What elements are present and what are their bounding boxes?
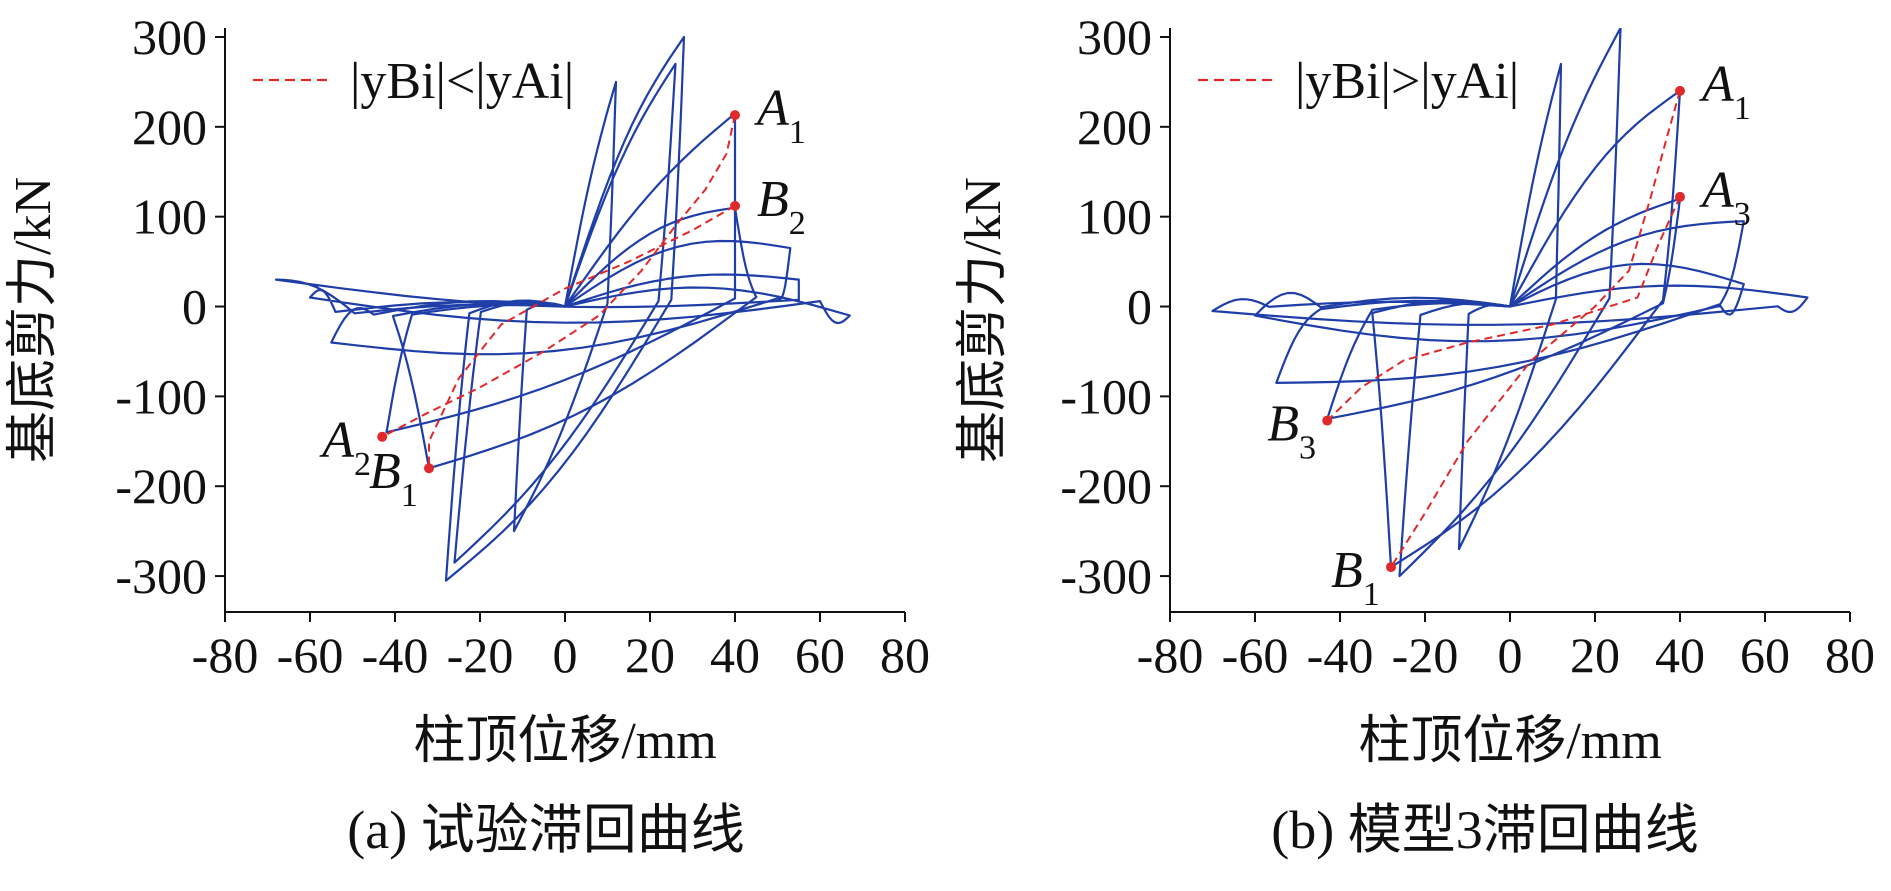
y-tick-label: 100 xyxy=(132,189,207,245)
skeleton-line xyxy=(428,205,736,469)
hysteresis-loop xyxy=(1371,89,1682,569)
y-tick-label: -100 xyxy=(115,368,207,424)
point-label: B1 xyxy=(369,443,418,514)
plot-area xyxy=(274,35,851,582)
hysteresis-loop xyxy=(453,62,677,564)
x-tick-label: 20 xyxy=(625,627,675,683)
point-label: A2 xyxy=(319,412,371,483)
skeleton-point xyxy=(1322,415,1333,426)
x-tick-label: 0 xyxy=(553,627,578,683)
x-tick-label: 60 xyxy=(795,627,845,683)
x-tick-label: -80 xyxy=(192,627,259,683)
y-tick-label: -200 xyxy=(1060,458,1152,514)
y-axis-label: 基底剪力/kN xyxy=(955,177,1012,463)
y-tick-label: 100 xyxy=(1077,189,1152,245)
panel-a: -80 -60 -40 -20 0 20 40 60 80-300-200-1000100200… xyxy=(5,9,930,860)
x-tick-label: -40 xyxy=(362,627,429,683)
plot-area xyxy=(1211,28,1809,578)
y-tick-label: 200 xyxy=(132,99,207,155)
hysteresis-loop xyxy=(1275,220,1745,384)
point-label: B2 xyxy=(757,171,806,242)
hysteresis-loop xyxy=(444,35,686,582)
x-tick-label: 20 xyxy=(1570,627,1620,683)
hysteresis-loop xyxy=(1457,62,1563,551)
skeleton-point xyxy=(424,463,434,474)
x-tick-label: 80 xyxy=(880,627,930,683)
hysteresis-loop xyxy=(1253,262,1745,343)
y-tick-label: 0 xyxy=(182,279,207,335)
hysteresis-loop xyxy=(1326,197,1682,420)
panel-caption: (a) 试验滞回曲线 xyxy=(347,800,744,860)
x-tick-label: -60 xyxy=(1222,627,1289,683)
x-tick-label: 40 xyxy=(1655,627,1705,683)
y-tick-label: -300 xyxy=(115,548,207,604)
panel-caption: (b) 模型3滞回曲线 xyxy=(1271,800,1698,860)
skeleton-line xyxy=(1326,196,1681,422)
x-tick-label: -80 xyxy=(1137,627,1204,683)
y-tick-label: -100 xyxy=(1060,368,1152,424)
y-tick-label: 300 xyxy=(1077,9,1152,65)
point-label: B1 xyxy=(1331,542,1380,613)
panel-b: -80 -60 -40 -20 0 20 40 60 80-300-200-1000100200… xyxy=(955,9,1875,860)
y-tick-label: 0 xyxy=(1127,279,1152,335)
skeleton-point xyxy=(1675,191,1685,202)
legend-text: |yBi|<|yAi| xyxy=(350,53,574,110)
skeleton-point xyxy=(377,431,388,442)
skeleton-point xyxy=(1675,85,1685,96)
y-axis-label: 基底剪力/kN xyxy=(5,177,62,463)
skeleton-line xyxy=(1390,90,1681,568)
x-tick-label: -40 xyxy=(1307,627,1374,683)
legend-text: |yBi|>|yAi| xyxy=(1295,53,1519,110)
x-tick-label: 80 xyxy=(1825,627,1875,683)
y-tick-label: 200 xyxy=(1077,99,1152,155)
hysteresis-loop xyxy=(308,286,851,325)
x-tick-label: 0 xyxy=(1498,627,1523,683)
skeleton-point xyxy=(1386,562,1396,573)
x-axis-label: 柱顶位移/mm xyxy=(413,713,716,770)
x-tick-label: -20 xyxy=(447,627,514,683)
x-axis-label: 柱顶位移/mm xyxy=(1358,713,1661,770)
x-tick-label: -20 xyxy=(1392,627,1459,683)
point-label: A1 xyxy=(754,80,806,151)
hysteresis-loop xyxy=(274,273,800,315)
hysteresis-loop xyxy=(1211,284,1809,326)
hysteresis-loop xyxy=(391,206,758,470)
y-tick-label: 300 xyxy=(132,9,207,65)
x-tick-label: -60 xyxy=(277,627,344,683)
skeleton-point xyxy=(730,200,740,211)
hysteresis-loop xyxy=(1398,28,1622,578)
skeleton-point xyxy=(730,110,740,121)
hysteresis-loop xyxy=(385,112,737,434)
x-tick-label: 60 xyxy=(1740,627,1790,683)
skeleton-line xyxy=(381,114,736,438)
y-tick-label: -300 xyxy=(1060,548,1152,604)
x-tick-label: 40 xyxy=(710,627,760,683)
y-tick-label: -200 xyxy=(115,458,207,514)
point-label: B3 xyxy=(1267,396,1316,467)
point-label: A1 xyxy=(1699,56,1751,127)
